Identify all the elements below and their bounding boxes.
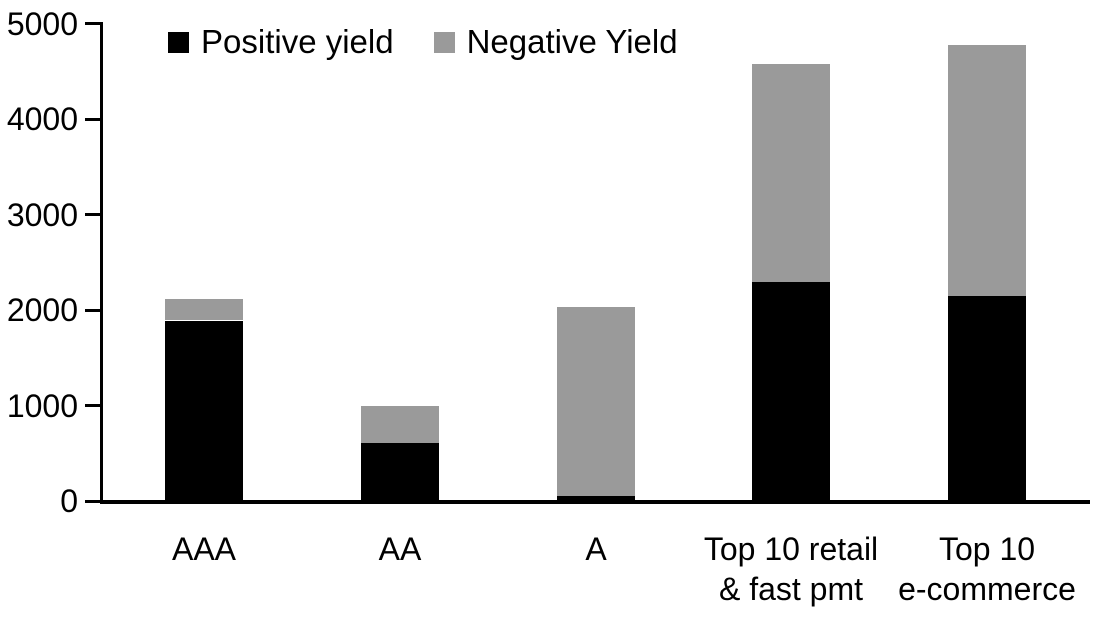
- legend-swatch-negative-yield: [433, 31, 455, 53]
- bar-4-negative-yield-segment: [948, 44, 1026, 296]
- y-axis-tick-label-0: 0: [60, 483, 78, 519]
- bar-4-positive-yield-segment: [948, 295, 1026, 501]
- y-axis-tick-label-4000: 4000: [6, 101, 78, 137]
- bar-1-positive-yield-segment: [361, 442, 439, 501]
- x-category-label-0: AAA: [171, 531, 237, 567]
- y-axis-tick-0: [85, 499, 101, 503]
- legend: Positive yield Negative Yield: [168, 21, 678, 63]
- legend-swatch-positive-yield: [168, 31, 189, 53]
- x-category-label-4: Top 10 e-commerce: [898, 531, 1076, 607]
- x-category-label-2: A: [585, 531, 607, 567]
- bar-1-negative-yield-segment: [361, 405, 439, 443]
- legend-label-negative-yield: Negative Yield: [466, 23, 678, 60]
- y-axis-tick-1000: [85, 404, 101, 407]
- y-axis-tick-4000: [85, 117, 101, 121]
- y-axis-tick-label-3000: 3000: [6, 196, 78, 233]
- y-axis-tick-3000: [85, 213, 101, 216]
- y-axis-tick-2000: [85, 308, 101, 312]
- y-axis-tick-label-2000: 2000: [6, 292, 78, 328]
- y-axis-line: [100, 22, 103, 504]
- bar-2-positive-yield-segment: [557, 496, 635, 501]
- legend-entry-positive-yield: Positive yield: [168, 21, 394, 63]
- bar-3-negative-yield-segment: [752, 63, 830, 283]
- bar-0-positive-yield-segment: [165, 320, 243, 501]
- bar-2-negative-yield-segment: [557, 307, 635, 497]
- x-category-label-3: Top 10 retail & fast pmt: [703, 531, 879, 607]
- x-axis-line: [100, 500, 1090, 504]
- y-axis-tick-label-5000: 5000: [6, 5, 78, 42]
- bar-3-positive-yield-segment: [752, 282, 830, 501]
- legend-label-positive-yield: Positive yield: [201, 23, 394, 60]
- bar-0-negative-yield-segment: [165, 298, 243, 321]
- legend-entry-negative-yield: Negative Yield: [433, 21, 678, 63]
- x-category-label-1: AA: [378, 531, 422, 567]
- y-axis-tick-5000: [85, 22, 101, 25]
- y-axis-tick-label-1000: 1000: [6, 387, 78, 424]
